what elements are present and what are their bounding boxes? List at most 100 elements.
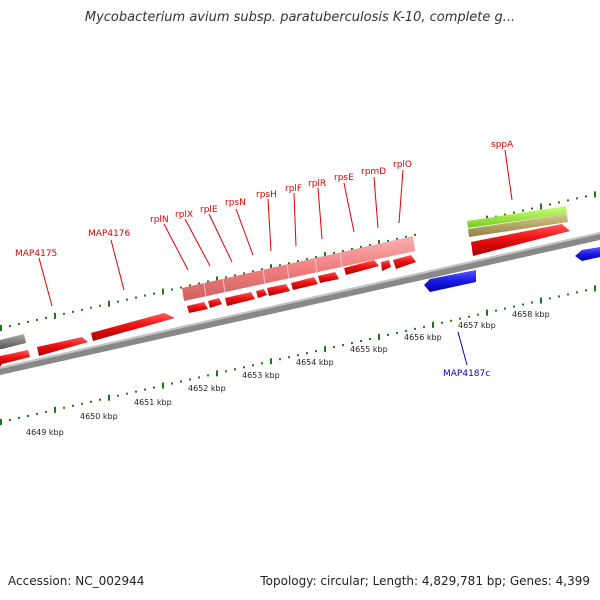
- scale-label-4658: 4658 kbp: [512, 310, 550, 319]
- scale-label-4649: 4649 kbp: [26, 428, 64, 437]
- upper-major-tick: [0, 325, 2, 331]
- upper-minor-tick: [369, 243, 371, 246]
- upper-minor-tick: [585, 195, 587, 198]
- upper-minor-tick: [45, 316, 47, 319]
- lower-minor-tick: [369, 337, 371, 340]
- lower-minor-tick: [549, 297, 551, 300]
- gene-rpsn[interactable]: [256, 289, 267, 298]
- upper-minor-tick: [279, 264, 281, 267]
- lower-minor-tick: [261, 362, 263, 365]
- lower-minor-tick: [180, 380, 182, 383]
- upper-minor-tick: [234, 274, 236, 277]
- gene-label-rplf[interactable]: rplF: [285, 184, 302, 194]
- lower-major-tick: [216, 370, 218, 377]
- lower-minor-tick: [504, 307, 506, 310]
- gene-label-map4187c[interactable]: MAP4187c: [443, 369, 490, 379]
- gene-rpse[interactable]: [344, 260, 379, 275]
- upper-major-tick: [324, 252, 326, 259]
- gene-label-rplx[interactable]: rplX: [175, 210, 193, 220]
- gene-rplr[interactable]: [318, 272, 339, 283]
- gene-label-rpsn[interactable]: rpsN: [225, 198, 246, 208]
- gene-rpln[interactable]: [187, 302, 208, 313]
- gene-map4187c[interactable]: [424, 270, 476, 292]
- operon-bar[interactable]: [182, 236, 415, 301]
- upper-minor-tick: [36, 318, 38, 321]
- upper-minor-tick: [144, 294, 146, 297]
- upper-minor-tick: [558, 201, 560, 204]
- upper-minor-tick: [549, 203, 551, 206]
- upper-minor-tick: [180, 286, 182, 289]
- gene-label-map4175[interactable]: MAP4175: [15, 249, 57, 259]
- upper-minor-tick: [252, 270, 254, 273]
- lower-major-tick: [486, 309, 488, 316]
- upper-minor-tick: [504, 213, 506, 216]
- feature-green[interactable]: [467, 206, 567, 228]
- scale-label-4657: 4657 kbp: [458, 321, 496, 330]
- gene-label-rpse[interactable]: rpsE: [334, 173, 354, 183]
- gene-label-rplo[interactable]: rplO: [393, 160, 412, 170]
- lower-minor-tick: [207, 374, 209, 377]
- lower-minor-tick: [450, 319, 452, 322]
- gene-label-rple[interactable]: rplE: [200, 205, 218, 215]
- lower-minor-tick: [567, 293, 569, 296]
- gene-label-sppa[interactable]: sppA: [491, 140, 514, 150]
- lower-minor-tick: [225, 370, 227, 373]
- gene-sppa[interactable]: [471, 224, 570, 256]
- upper-tick-row: [0, 191, 596, 331]
- lower-minor-tick: [90, 400, 92, 403]
- upper-minor-tick: [387, 239, 389, 242]
- upper-minor-tick: [72, 310, 74, 313]
- upper-minor-tick: [306, 258, 308, 261]
- upper-minor-tick: [207, 280, 209, 283]
- upper-minor-tick: [414, 233, 416, 236]
- gene-gray[interactable]: [0, 334, 26, 349]
- lower-minor-tick: [234, 368, 236, 371]
- lower-major-tick: [378, 333, 380, 340]
- upper-minor-tick: [333, 252, 335, 255]
- gene-rplx[interactable]: [208, 298, 222, 308]
- lower-minor-tick: [63, 406, 65, 409]
- gene-label-map4176[interactable]: MAP4176: [88, 229, 131, 239]
- upper-major-tick: [108, 300, 110, 307]
- lower-major-tick: [162, 382, 164, 389]
- upper-major-tick: [270, 264, 272, 271]
- upper-minor-tick: [342, 250, 344, 253]
- gene-reverse-partial-right[interactable]: [575, 247, 600, 261]
- upper-minor-tick: [189, 284, 191, 287]
- lower-minor-tick: [144, 388, 146, 391]
- lower-major-tick: [108, 394, 110, 401]
- gene-label-rpmd[interactable]: rpmD: [361, 167, 386, 177]
- lower-major-tick: [540, 297, 542, 304]
- lower-minor-tick: [297, 354, 299, 357]
- upper-minor-tick: [81, 308, 83, 311]
- operon-dividers: [203, 252, 343, 298]
- gene-label-rpsh[interactable]: rpsH: [256, 190, 277, 200]
- gene-rpsh[interactable]: [267, 284, 290, 296]
- gene-rple[interactable]: [225, 292, 255, 306]
- gene-partial-left[interactable]: [0, 350, 30, 367]
- lower-major-tick: [594, 285, 596, 292]
- scale-label-4652: 4652 kbp: [188, 384, 226, 393]
- lower-minor-tick: [468, 315, 470, 318]
- gene-map4176[interactable]: [91, 313, 175, 341]
- gene-label-rpln[interactable]: rplN: [150, 215, 169, 225]
- gene-rplf[interactable]: [291, 277, 318, 290]
- gene-rpmd[interactable]: [381, 260, 391, 271]
- lower-minor-tick: [27, 414, 29, 417]
- lower-tick-row: [0, 285, 596, 425]
- lower-minor-tick: [189, 378, 191, 381]
- upper-minor-tick: [360, 246, 362, 248]
- genome-backbone-highlight: [0, 232, 600, 369]
- gene-label-rplr[interactable]: rplR: [308, 179, 326, 189]
- feature-olive[interactable]: [468, 214, 568, 237]
- lower-minor-tick: [513, 305, 515, 308]
- lower-minor-tick: [18, 416, 20, 419]
- upper-minor-tick: [243, 272, 245, 275]
- gene-rplo[interactable]: [393, 255, 416, 269]
- gene-map4175[interactable]: [37, 337, 88, 356]
- upper-minor-tick: [522, 209, 524, 212]
- lower-minor-tick: [477, 313, 479, 316]
- upper-minor-tick: [567, 199, 569, 202]
- upper-major-tick: [54, 312, 56, 319]
- lower-minor-tick: [135, 390, 137, 393]
